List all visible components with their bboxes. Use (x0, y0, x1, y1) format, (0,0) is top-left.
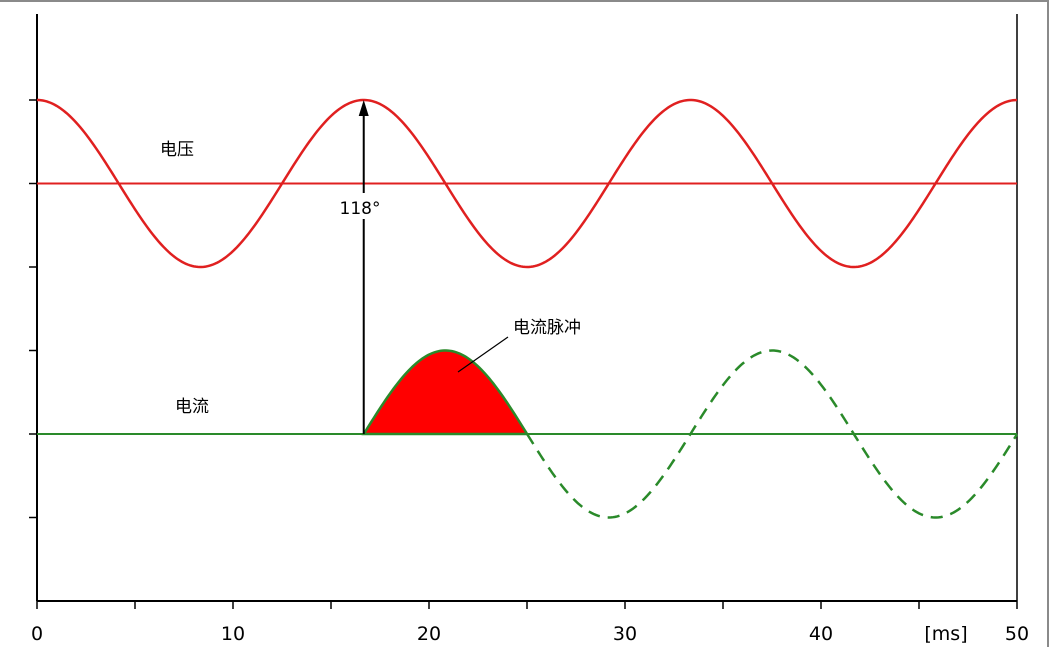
right-border (1047, 0, 1049, 647)
phase-arrowhead (358, 100, 369, 116)
x-tick-label: 30 (613, 623, 637, 645)
axes (36, 14, 1018, 602)
x-tick-label: 40 (809, 623, 833, 645)
phase-label-background (332, 193, 388, 219)
x-axis-title: [ms] (924, 623, 967, 645)
y-ticks (29, 99, 37, 519)
phase-angle-label: 118° (340, 199, 381, 219)
x-tick-label: 10 (221, 623, 245, 645)
current-label: 电流 (175, 397, 209, 417)
x-tick-label: 50 (1005, 623, 1029, 645)
top-border (0, 0, 1049, 2)
current-series-dashed-line (525, 349, 1019, 519)
voltage-label: 电压 (160, 140, 194, 160)
pulse-leader-line (457, 336, 509, 373)
x-tick-label: 20 (417, 623, 441, 645)
current-pulse-area (361, 349, 530, 436)
x-ticks (36, 601, 1018, 609)
voltage-series-line (36, 98, 1018, 269)
pulse-label: 电流脉冲 (513, 318, 581, 338)
x-tick-label: 0 (31, 623, 43, 645)
x-tick-labels: 0 10 20 30 40 50 (31, 623, 1029, 645)
